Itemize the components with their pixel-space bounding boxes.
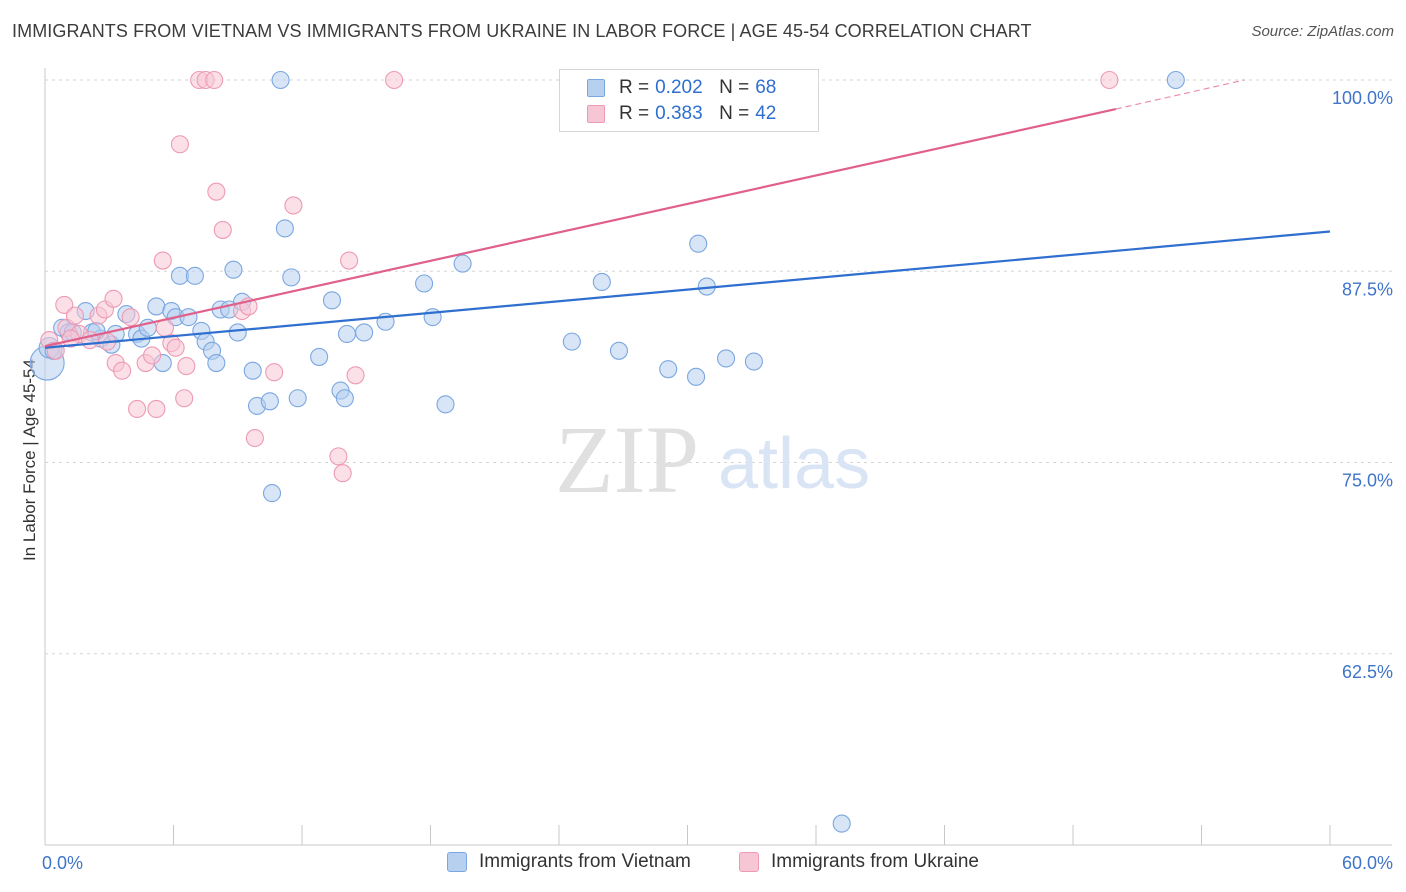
- watermark-zip: ZIP: [555, 406, 699, 513]
- ukraine-point: [104, 289, 123, 308]
- source-label: Source: ZipAtlas.com: [1251, 23, 1394, 40]
- ukraine-point: [147, 399, 166, 419]
- vietnam-point: [335, 389, 354, 408]
- ukraine-trend-extension: [1115, 79, 1245, 110]
- vietnam-point: [243, 361, 262, 380]
- ukraine-point: [143, 346, 162, 365]
- ukraine-point: [166, 338, 185, 357]
- y-tick-label: 100.0%: [1332, 88, 1393, 108]
- ukraine-point: [340, 251, 359, 270]
- ukraine-legend-swatch: [739, 852, 759, 872]
- ukraine-point: [329, 447, 348, 466]
- ukraine-point: [113, 361, 132, 380]
- ukraine-trend-line: [44, 107, 1117, 348]
- ukraine-point: [128, 399, 147, 419]
- vietnam-point: [453, 254, 472, 273]
- stats-legend-row-vietnam: R = 0.202 N = 68: [587, 75, 776, 101]
- vietnam-point: [179, 308, 198, 327]
- vietnam-point: [288, 389, 307, 408]
- ukraine-point: [170, 135, 189, 154]
- vietnam-point: [659, 360, 678, 379]
- ukraine-point: [207, 182, 226, 201]
- ukraine-point: [333, 464, 352, 483]
- vietnam-point: [1166, 70, 1185, 90]
- ukraine-point: [346, 366, 365, 385]
- legend-label-ukraine: Immigrants from Ukraine: [771, 851, 979, 872]
- ukraine-point: [205, 70, 224, 90]
- n-value: 42: [755, 103, 777, 124]
- ukraine-point: [153, 251, 172, 270]
- n-label: N =: [719, 77, 750, 98]
- ukraine-point: [213, 220, 232, 239]
- r-label: R =: [619, 77, 650, 98]
- ukraine-point: [265, 363, 284, 382]
- vietnam-point: [260, 392, 279, 411]
- vietnam-point: [322, 291, 342, 310]
- vietnam-point: [337, 324, 357, 344]
- vietnam-point: [689, 234, 708, 253]
- ukraine-point: [175, 389, 194, 408]
- tick-labels: 100.0% 87.5% 75.0% 62.5% 0.0% 60.0%: [42, 88, 1393, 873]
- vietnam-point: [207, 353, 226, 373]
- ukraine-swatch: [587, 105, 605, 123]
- vietnam-point: [415, 274, 434, 293]
- vietnam-point: [262, 484, 282, 503]
- vietnam-point: [228, 323, 247, 342]
- ukraine-point: [65, 306, 85, 325]
- r-label: R =: [619, 103, 650, 124]
- legend-item-ukraine[interactable]: Immigrants from Ukraine: [739, 851, 979, 873]
- trend-lines: [44, 79, 1331, 349]
- ukraine-point: [55, 295, 74, 314]
- watermark: ZIP atlas: [555, 406, 870, 513]
- legend-item-vietnam[interactable]: Immigrants from Vietnam: [447, 851, 691, 873]
- vietnam-swatch: [587, 79, 605, 97]
- watermark-atlas: atlas: [718, 424, 870, 504]
- stats-legend: R = 0.202 N = 68 R = 0.383 N = 42: [559, 69, 819, 132]
- vietnam-point: [282, 268, 301, 287]
- vietnam-point: [687, 367, 706, 386]
- vietnam-point: [436, 395, 455, 414]
- vietnam-point: [275, 219, 294, 238]
- y-tick-label: 87.5%: [1342, 279, 1393, 299]
- ukraine-point: [177, 357, 196, 376]
- legend-label-vietnam: Immigrants from Vietnam: [479, 851, 691, 872]
- vietnam-point: [744, 352, 763, 371]
- vietnam-point: [310, 347, 329, 366]
- y-tick-label: 75.0%: [1342, 471, 1393, 491]
- vietnam-legend-swatch: [447, 852, 467, 872]
- vietnam-point: [355, 323, 374, 342]
- ukraine-point: [245, 428, 264, 448]
- ukraine-point: [1100, 70, 1119, 90]
- vietnam-point: [562, 332, 581, 351]
- r-value: 0.383: [655, 103, 703, 124]
- vietnam-point: [716, 349, 736, 368]
- vietnam-point: [147, 297, 166, 316]
- n-label: N =: [719, 103, 750, 124]
- y-tick-label: 62.5%: [1342, 662, 1393, 682]
- ukraine-point: [121, 308, 140, 327]
- vietnam-trend-line: [44, 230, 1331, 349]
- ukraine-point: [284, 196, 303, 215]
- x-tick-label: 60.0%: [1342, 853, 1393, 873]
- vietnam-point: [609, 341, 629, 360]
- x-tick-label: 0.0%: [42, 853, 83, 873]
- vietnam-point: [271, 70, 290, 90]
- n-value: 68: [755, 77, 777, 98]
- vietnam-point: [224, 260, 243, 279]
- vietnam-point: [832, 814, 851, 833]
- chart-title: IMMIGRANTS FROM VIETNAM VS IMMIGRANTS FR…: [12, 21, 1032, 41]
- r-value: 0.202: [655, 77, 703, 98]
- axes: [44, 68, 1392, 846]
- vietnam-point: [592, 272, 611, 292]
- ukraine-point: [385, 70, 404, 90]
- stats-legend-row-ukraine: R = 0.383 N = 42: [587, 101, 776, 127]
- series-legend: Immigrants from Vietnam Immigrants from …: [0, 851, 1406, 877]
- vietnam-point: [185, 266, 204, 285]
